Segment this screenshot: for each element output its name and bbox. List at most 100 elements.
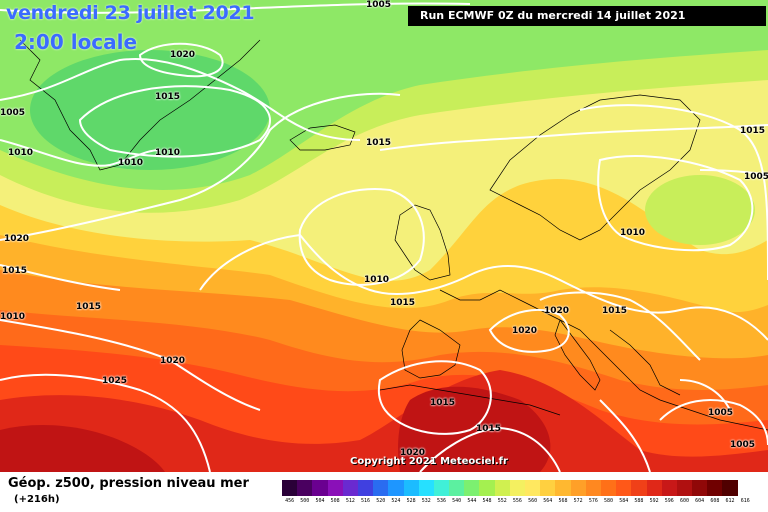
scale-swatch: [388, 480, 404, 496]
scale-swatch: [433, 480, 450, 496]
scale-tick-label: 524: [391, 498, 401, 504]
isobar-1010-med: [599, 399, 651, 472]
color-scale-labels: 456 500 504 508 512 516 520 524 528 532 536 540 544 5…: [282, 498, 753, 508]
scale-swatch: [373, 480, 389, 496]
forecast-date: vendredi 23 juillet 2021: [6, 2, 255, 24]
isobar-1015-iberia: [377, 360, 492, 435]
legend-title: Géop. z500, pression niveau mer: [8, 476, 249, 491]
isobar-1005-med: [659, 399, 768, 446]
scale-tick-label: 576: [588, 498, 598, 504]
isobar-1005-top: [0, 2, 471, 14]
isobar-label: 1020: [512, 326, 538, 336]
scale-tick-label: 552: [497, 498, 507, 504]
scale-tick-label: 600: [679, 498, 689, 504]
british-isles-coast: [394, 204, 451, 281]
model-run-label: Run ECMWF 0Z du mercredi 14 juillet 2021: [408, 6, 766, 26]
isobar-1005-balkan: [679, 379, 731, 411]
isobars: [0, 2, 768, 472]
isobar-label: 1015: [366, 138, 392, 148]
scale-swatch: [646, 480, 662, 496]
scale-swatch: [418, 480, 434, 496]
isobar-label: 1015: [155, 92, 181, 102]
scale-tick-label: 504: [315, 498, 325, 504]
scale-swatch: [342, 480, 358, 496]
isobar-label: 1020: [544, 306, 570, 316]
scale-tick-label: 508: [330, 498, 340, 504]
scale-swatch: [327, 480, 343, 496]
scale-swatch: [357, 480, 374, 496]
scale-swatch: [525, 480, 541, 496]
isobar-1005-ne: [699, 169, 768, 176]
isobar-label: 1020: [4, 234, 30, 244]
yellow-low-ireland: [320, 217, 420, 273]
scale-tick-label: 520: [376, 498, 386, 504]
scale-swatch: [692, 480, 708, 496]
isobar-1010-baltic: [597, 155, 754, 252]
scale-swatch: [661, 480, 677, 496]
scale-swatch: [707, 480, 723, 496]
scale-swatch: [312, 480, 328, 496]
africa-coast: [379, 384, 561, 416]
isobar-label: 1015: [476, 424, 502, 434]
isobar-label: 1010: [620, 228, 646, 238]
isobar-label: 1020: [160, 356, 186, 366]
weather-map: vendredi 23 juillet 2021 2:00 locale Run…: [0, 0, 768, 472]
scale-tick-label: 572: [573, 498, 583, 504]
scale-tick-label: 536: [436, 498, 446, 504]
italy-coast: [554, 319, 601, 391]
scale-swatch: [464, 480, 480, 496]
map-canvas: [0, 0, 768, 472]
isobar-label: 1005: [0, 108, 26, 118]
isobar-1025-azores: [0, 373, 211, 472]
color-scale: [282, 480, 738, 496]
balkan-coast: [609, 329, 681, 396]
isobar-1015-greenland: [78, 85, 271, 158]
isobar-label: 1015: [602, 306, 628, 316]
scale-tick-label: 544: [467, 498, 477, 504]
isobar-label: 1010: [364, 275, 390, 285]
scale-tick-label: 604: [695, 498, 705, 504]
scale-swatch: [479, 480, 495, 496]
isobar-1010-nw: [0, 139, 161, 167]
scale-tick-label: 512: [345, 498, 355, 504]
scale-swatch: [449, 480, 465, 496]
scale-swatch: [509, 480, 525, 496]
scale-tick-label: 588: [634, 498, 644, 504]
scale-swatch: [403, 480, 419, 496]
scale-tick-label: 456: [285, 498, 295, 504]
scale-tick-label: 608: [710, 498, 720, 504]
isobar-label: 1010: [118, 158, 144, 168]
isobar-1020-azores: [0, 319, 261, 411]
scale-tick-label: 532: [421, 498, 431, 504]
scale-swatch: [722, 480, 738, 496]
isobar-1015-atl-main: [199, 233, 768, 341]
scale-swatch: [540, 480, 556, 496]
isobar-1015-ne: [379, 124, 768, 151]
isobar-1020-greenland: [138, 42, 224, 78]
copyright-text: Copyright 2021 Meteociel.fr: [350, 456, 508, 467]
scale-tick-label: 564: [543, 498, 553, 504]
scale-tick-label: 568: [558, 498, 568, 504]
isobar-label: 1015: [2, 266, 28, 276]
red-dark-band: [0, 370, 768, 472]
isobar-label: 1010: [155, 148, 181, 158]
isobar-label: 1005: [708, 408, 734, 418]
scale-swatch: [600, 480, 617, 496]
scale-tick-label: 540: [452, 498, 462, 504]
crimson-core-africa: [398, 386, 551, 472]
scale-tick-label: 612: [725, 498, 735, 504]
scale-tick-label: 500: [300, 498, 310, 504]
isobar-label: 1005: [366, 0, 392, 10]
green-blob-scandinavia: [645, 175, 755, 245]
scale-tick-label: 592: [649, 498, 659, 504]
scale-swatch: [585, 480, 601, 496]
scale-tick-label: 596: [664, 498, 674, 504]
scale-swatch: [631, 480, 647, 496]
isobar-label: 1015: [430, 398, 456, 408]
isobar-1020-atl: [0, 92, 401, 241]
scale-swatch: [282, 480, 298, 496]
isobar-label: 1015: [76, 302, 102, 312]
scale-tick-label: 556: [512, 498, 522, 504]
scale-tick-label: 560: [528, 498, 538, 504]
isobar-1010-ireland: [298, 188, 425, 286]
